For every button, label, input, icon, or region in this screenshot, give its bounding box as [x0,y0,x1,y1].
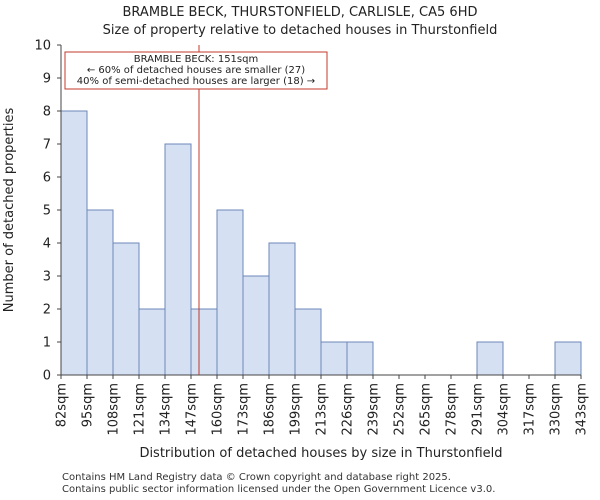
y-axis-label-group: Number of detached properties [2,108,17,313]
y-tick-label: 5 [43,204,51,219]
annotation-line-2: ← 60% of detached houses are smaller (27… [87,65,305,76]
x-tick-label: 317sqm [523,383,538,436]
marker-group: BRAMBLE BECK: 151sqm← 60% of detached ho… [64,45,328,375]
x-tick-label: 147sqm [185,383,200,436]
chart-subtitle: Size of property relative to detached ho… [102,23,498,38]
x-tick-label: 278sqm [445,383,460,436]
bar-147sqm [190,308,218,376]
x-axis-label-group: Distribution of detached houses by size … [139,446,502,461]
x-tick-label: 121sqm [133,383,148,436]
y-tick-label: 7 [43,138,51,153]
x-tick-label: 186sqm [263,383,278,436]
y-tick-label: 1 [43,336,51,351]
x-tick-label: 343sqm [575,383,590,436]
x-tick-label: 330sqm [549,383,564,436]
bar-82sqm [60,110,88,376]
x-axis-label: Distribution of detached houses by size … [139,446,502,461]
bar-173sqm [242,275,270,376]
x-tick-label: 82sqm [55,383,70,427]
x-tick-label: 239sqm [367,383,382,436]
x-tick-label: 213sqm [315,383,330,436]
x-tick-label: 199sqm [289,383,304,436]
x-tick-label: 95sqm [81,383,96,427]
bar-330sqm [554,341,582,376]
bar-213sqm [320,341,348,376]
footer-line-1: Contains HM Land Registry data © Crown c… [62,472,451,483]
chart-title: BRAMBLE BECK, THURSTONFIELD, CARLISLE, C… [122,5,478,20]
annotation-line-3: 40% of semi-detached houses are larger (… [77,76,315,87]
bar-226sqm [346,341,374,376]
y-axis-ticks: 0 1 2 3 4 5 6 7 8 9 10 [34,39,61,384]
bar-121sqm [138,308,166,376]
y-axis-label: Number of detached properties [2,108,17,313]
bar-186sqm [268,242,296,376]
y-tick-label: 6 [43,171,51,186]
bar-134sqm [164,143,192,376]
annotation-line-1: BRAMBLE BECK: 151sqm [134,54,258,65]
x-tick-label: 108sqm [107,383,122,436]
x-tick-label: 226sqm [341,383,356,436]
y-tick-label: 4 [43,237,51,252]
bars [60,110,582,376]
bar-160sqm [216,209,244,376]
plot-frame [60,45,581,376]
x-tick-label: 252sqm [393,383,408,436]
bar-108sqm [112,242,140,376]
y-tick-label: 2 [43,303,51,318]
y-tick-label: 9 [43,72,51,87]
y-tick-label: 3 [43,270,51,285]
x-tick-label: 265sqm [419,383,434,436]
y-tick-label: 10 [34,39,51,54]
footer-line-2: Contains public sector information licen… [62,484,496,495]
x-tick-label: 173sqm [237,383,252,436]
x-tick-label: 160sqm [211,383,226,436]
y-tick-label: 0 [43,369,51,384]
x-tick-label: 304sqm [497,383,512,436]
bar-199sqm [294,308,322,376]
annotation-box [64,51,328,90]
x-tick-label: 291sqm [471,383,486,436]
bar-291sqm [476,341,504,376]
x-axis-ticks: 82sqm 95sqm 108sqm 121sqm 134sqm 147sqm 160sqm… [55,375,590,436]
y-tick-label: 8 [43,105,51,120]
x-tick-label: 134sqm [159,383,174,436]
bar-95sqm [86,209,114,376]
